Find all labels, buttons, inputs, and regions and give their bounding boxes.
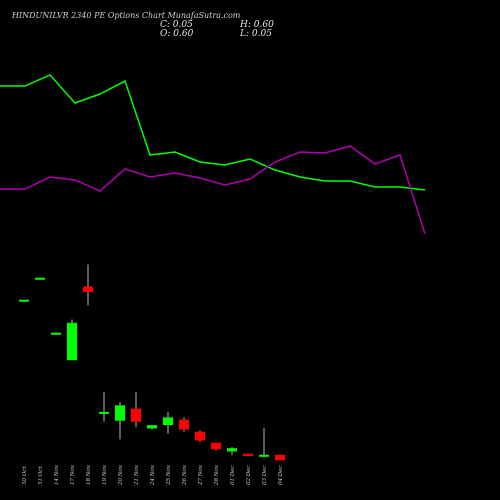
x-tick-label: 03 Dec bbox=[262, 466, 268, 486]
candle-body bbox=[227, 448, 237, 452]
candle-body bbox=[115, 405, 125, 421]
candle-body bbox=[19, 299, 29, 302]
candle-body bbox=[163, 417, 173, 426]
high-readout: H: 0.60 bbox=[240, 20, 274, 30]
open-readout: O: 0.60 bbox=[160, 29, 193, 39]
candle-body bbox=[275, 454, 285, 461]
x-tick-label: 01 Dec bbox=[230, 466, 236, 486]
x-tick-label: 25 Nov bbox=[166, 464, 172, 486]
candle-body bbox=[67, 322, 77, 361]
low-value: 0.05 bbox=[251, 29, 272, 39]
low-label: L: bbox=[240, 29, 250, 39]
candle-body bbox=[243, 453, 253, 456]
candle-body bbox=[35, 277, 45, 280]
candle-body bbox=[99, 411, 109, 414]
line-series-2 bbox=[0, 145, 426, 235]
candle-body bbox=[211, 442, 221, 450]
candle-body bbox=[147, 425, 157, 429]
candle-body bbox=[131, 408, 141, 422]
x-tick-label: 26 Nov bbox=[182, 464, 188, 486]
chart-title: HINDUNILVR 2340 PE Options Chart MunafaS… bbox=[12, 11, 241, 20]
candle-body bbox=[179, 419, 189, 430]
x-tick-label: 20 Nov bbox=[118, 464, 124, 486]
x-tick-label: 18 Nov bbox=[86, 464, 92, 485]
line-series-1 bbox=[0, 74, 426, 191]
close-label: C: bbox=[160, 20, 170, 30]
high-value: 0.60 bbox=[253, 20, 274, 30]
x-tick-label: 31 Oct bbox=[38, 466, 44, 485]
x-tick-label: 17 Nov bbox=[70, 464, 76, 485]
candle-body bbox=[51, 332, 61, 335]
open-label: O: bbox=[160, 29, 171, 39]
high-label: H: bbox=[240, 20, 251, 30]
x-tick-label: 04 Dec bbox=[278, 466, 284, 486]
x-tick-label: 28 Nov bbox=[214, 464, 220, 486]
x-tick-label: 27 Nov bbox=[198, 464, 204, 486]
x-tick-label: 21 Nov bbox=[134, 464, 140, 486]
candle-body bbox=[195, 431, 205, 441]
x-tick-label: 14 Nov bbox=[54, 464, 60, 485]
candle-body bbox=[83, 286, 93, 292]
close-value: 0.05 bbox=[172, 20, 193, 30]
x-tick-label: 02 Dec bbox=[246, 466, 252, 486]
open-value: 0.60 bbox=[173, 29, 194, 39]
low-readout: L: 0.05 bbox=[240, 29, 272, 39]
x-tick-label: 19 Nov bbox=[102, 464, 108, 485]
close-readout: C: 0.05 bbox=[160, 20, 193, 30]
candle-body bbox=[259, 454, 269, 457]
x-tick-label: 24 Nov bbox=[150, 464, 156, 486]
x-tick-label: 30 Oct bbox=[22, 466, 28, 485]
